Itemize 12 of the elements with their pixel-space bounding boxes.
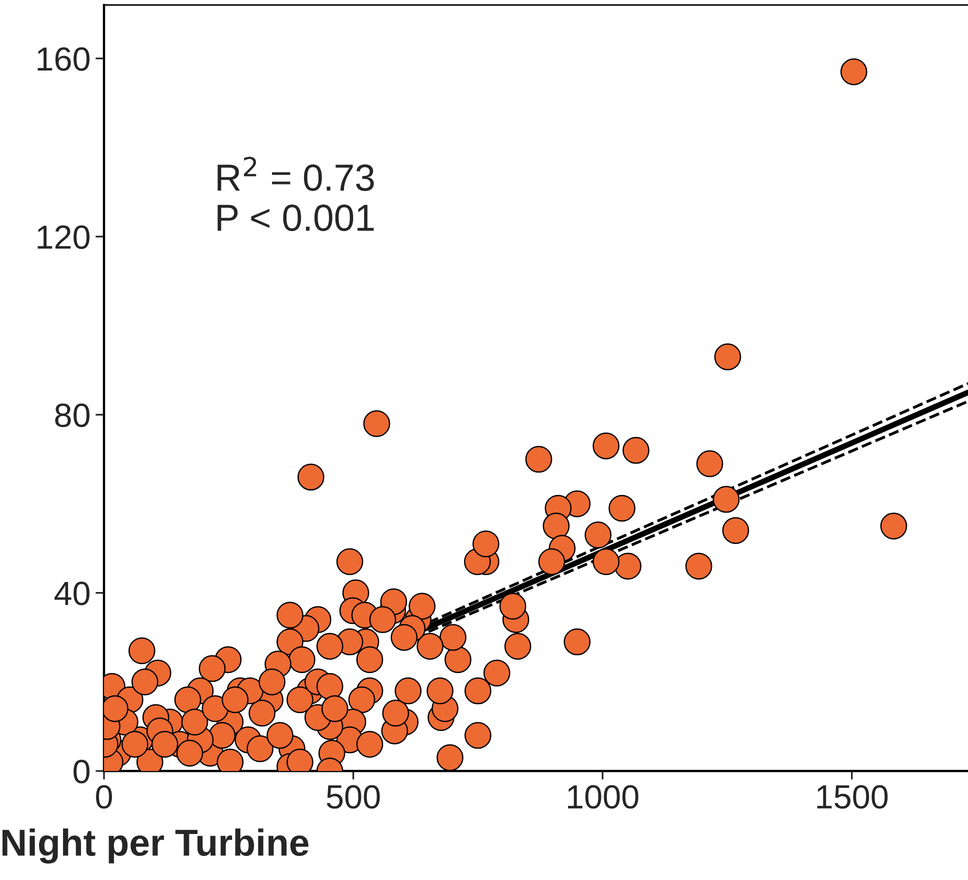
x-tick-label: 500 bbox=[326, 785, 380, 809]
annotation: P < 0.001 bbox=[218, 204, 374, 232]
y-tick-label: 0 bbox=[74, 760, 90, 784]
y-tick-label: 120 bbox=[38, 225, 90, 249]
x-tick-label: 0 bbox=[96, 785, 112, 809]
y-tick-label: 160 bbox=[38, 47, 90, 71]
annotation: R$^{2}$ = 0.73 bbox=[218, 156, 374, 191]
x-tick-label: 1500 bbox=[817, 785, 888, 809]
y-tick-label: 80 bbox=[55, 404, 90, 428]
x-axis-title: Night per Turbine bbox=[2, 828, 308, 864]
y-tick-label: 40 bbox=[54, 582, 90, 606]
x-tick-label: 1000 bbox=[568, 785, 638, 809]
